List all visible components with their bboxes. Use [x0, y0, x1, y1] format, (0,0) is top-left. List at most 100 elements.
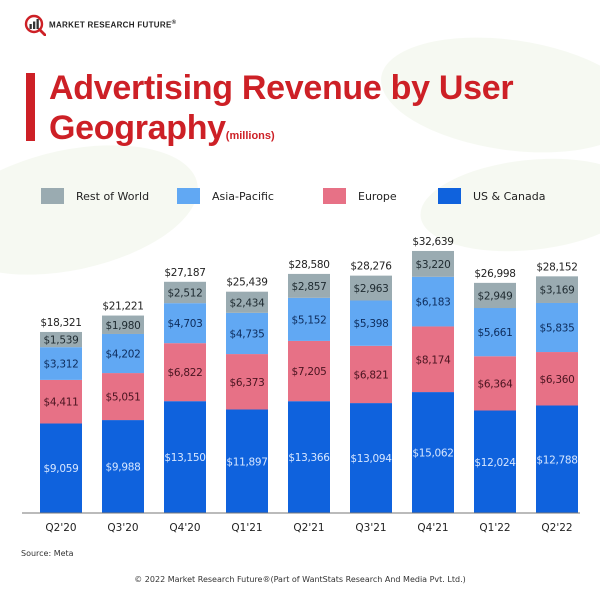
bar-segment-us-canada: [102, 420, 144, 513]
legend-item-rest-of-world: Rest of World: [41, 188, 149, 204]
source-note: Source: Meta: [21, 549, 74, 558]
data-label-asia-pacific: $3,312: [44, 359, 79, 371]
legend-label: Europe: [358, 189, 397, 203]
x-tick-label: Q2'21: [293, 522, 324, 534]
data-label-rest-of-world: $2,512: [168, 287, 203, 299]
total-label: $27,187: [164, 267, 205, 279]
data-label-europe: $5,051: [106, 392, 141, 404]
data-label-rest-of-world: $2,963: [354, 283, 389, 295]
bar-segment-asia-pacific: [40, 347, 82, 380]
data-label-us-canada: $9,059: [44, 463, 79, 475]
total-label: $25,439: [226, 277, 267, 289]
bar-segment-us-canada: [226, 409, 268, 513]
title-accent-bar: [26, 73, 35, 141]
bar-segment-us-canada: [164, 401, 206, 513]
data-label-europe: $6,360: [540, 374, 575, 386]
legend-swatch: [323, 188, 346, 204]
data-label-us-canada: $13,094: [350, 453, 392, 465]
x-tick-label: Q1'21: [231, 522, 262, 534]
bar-segment-europe: [412, 326, 454, 393]
x-tick-label: Q2'20: [45, 522, 76, 534]
legend-label: US & Canada: [473, 189, 546, 203]
chart-legend: Rest of World Asia-Pacific Europe US & C…: [0, 188, 600, 208]
data-label-europe: $6,822: [168, 367, 203, 379]
total-label: $28,580: [288, 259, 329, 271]
legend-swatch: [177, 188, 200, 204]
x-tick-label: Q3'20: [107, 522, 138, 534]
bar-segment-us-canada: [350, 403, 392, 513]
total-label: $18,321: [40, 317, 81, 329]
data-label-us-canada: $15,062: [412, 448, 453, 460]
legend-label: Asia-Pacific: [212, 189, 274, 203]
bar-segment-asia-pacific: [412, 276, 454, 327]
bar-segment-rest-of-world: [288, 273, 330, 298]
data-label-europe: $6,373: [230, 377, 265, 389]
bar-segment-asia-pacific: [474, 308, 516, 357]
data-label-rest-of-world: $2,949: [478, 290, 513, 302]
bar-segment-europe: [40, 379, 82, 424]
bar-segment-us-canada: [412, 392, 454, 513]
data-label-us-canada: $11,897: [226, 456, 267, 468]
data-label-us-canada: $13,150: [164, 452, 205, 464]
data-label-europe: $6,821: [354, 369, 389, 381]
bar-segment-rest-of-world: [350, 275, 392, 301]
bar-segment-us-canada: [40, 423, 82, 513]
title-unit: (millions): [225, 130, 275, 142]
bar-segment-rest-of-world: [164, 281, 206, 304]
data-label-asia-pacific: $5,661: [478, 327, 513, 339]
bar-segment-us-canada: [474, 410, 516, 513]
bar-segment-asia-pacific: [350, 300, 392, 346]
bar-segment-asia-pacific: [288, 297, 330, 341]
copyright-footer: © 2022 Market Research Future®(Part of W…: [134, 575, 466, 584]
data-label-rest-of-world: $2,857: [292, 281, 327, 293]
brand-name: MARKET RESEARCH FUTURE®: [49, 20, 177, 30]
data-label-rest-of-world: $3,169: [540, 285, 575, 297]
data-label-asia-pacific: $4,703: [168, 318, 203, 330]
page-title: Advertising Revenue by User Geography(mi…: [49, 68, 514, 156]
bar-segment-asia-pacific: [102, 333, 144, 374]
legend-item-europe: Europe: [323, 188, 397, 204]
data-label-asia-pacific: $4,735: [230, 328, 265, 340]
bar-segment-rest-of-world: [226, 291, 268, 313]
data-label-europe: $6,364: [478, 378, 514, 390]
bar-segment-rest-of-world: [412, 250, 454, 277]
x-tick-label: Q3'21: [355, 522, 386, 534]
bar-segment-europe: [350, 345, 392, 404]
data-label-us-canada: $13,366: [288, 452, 330, 464]
bar-segment-asia-pacific: [536, 302, 578, 353]
x-tick-label: Q2'22: [541, 522, 572, 534]
legend-swatch: [438, 188, 461, 204]
data-label-europe: $4,411: [44, 397, 79, 409]
total-label: $28,152: [536, 261, 577, 273]
data-label-europe: $7,205: [292, 366, 327, 378]
data-label-rest-of-world: $1,539: [44, 335, 79, 347]
x-tick-label: Q4'20: [169, 522, 200, 534]
bar-segment-rest-of-world: [40, 331, 82, 348]
x-tick-label: Q1'22: [479, 522, 510, 534]
total-label: $21,221: [102, 301, 143, 313]
total-label: $28,276: [350, 261, 392, 273]
bar-segment-europe: [226, 354, 268, 410]
total-label: $32,639: [412, 236, 453, 248]
data-label-asia-pacific: $6,183: [416, 297, 451, 309]
bar-segment-europe: [288, 340, 330, 402]
data-label-us-canada: $9,988: [106, 462, 141, 474]
bar-segment-rest-of-world: [536, 276, 578, 303]
bar-segment-asia-pacific: [164, 303, 206, 344]
legend-label: Rest of World: [76, 189, 150, 203]
data-label-rest-of-world: $3,220: [416, 259, 451, 271]
brand-logo: MARKET RESEARCH FUTURE®: [24, 14, 177, 37]
data-label-europe: $8,174: [416, 354, 452, 366]
data-label-us-canada: $12,024: [474, 457, 516, 469]
title-line-2: Geography(millions): [49, 109, 275, 147]
bar-segment-rest-of-world: [474, 282, 516, 309]
legend-swatch: [41, 188, 64, 204]
bar-segment-europe: [474, 356, 516, 411]
bar-segment-us-canada: [536, 405, 578, 513]
bar-segment-rest-of-world: [102, 315, 144, 334]
legend-item-asia-pacific: Asia-Pacific: [177, 188, 274, 204]
data-label-rest-of-world: $1,980: [106, 320, 141, 332]
data-label-asia-pacific: $5,152: [292, 314, 327, 326]
bar-segment-europe: [102, 373, 144, 421]
